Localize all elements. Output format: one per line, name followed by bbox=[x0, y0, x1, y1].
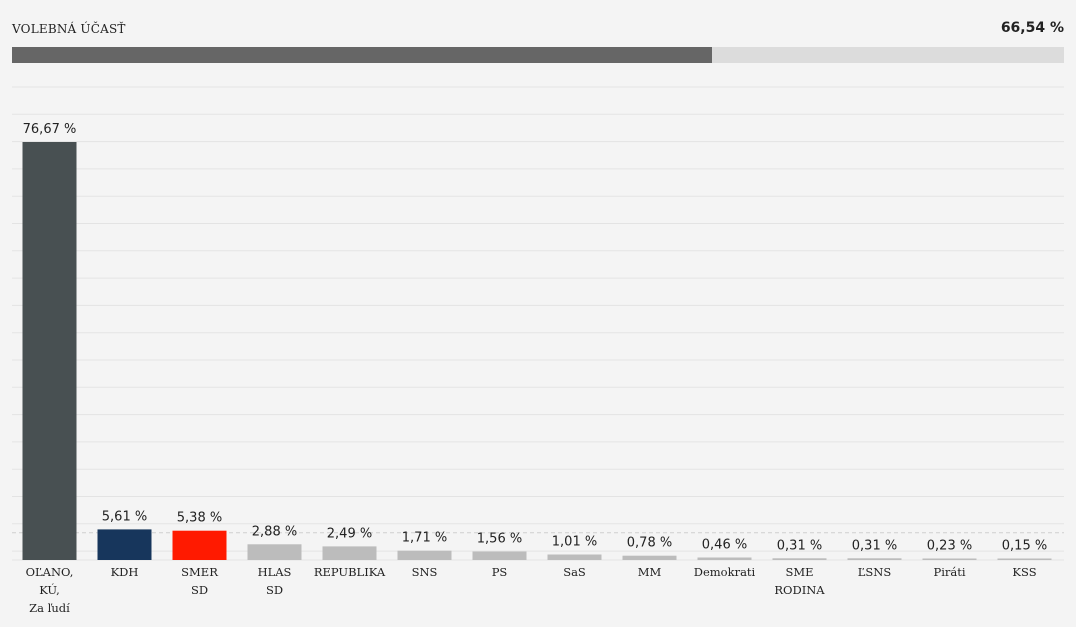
bar-value-label: 76,67 % bbox=[23, 122, 77, 137]
category-label: Demokrati bbox=[694, 565, 756, 579]
category-label: Za ľudí bbox=[29, 601, 70, 615]
category-label: HLAS bbox=[258, 565, 292, 579]
category-label: Piráti bbox=[933, 565, 965, 579]
category-label: MM bbox=[638, 565, 662, 579]
bar-value-label: 0,31 % bbox=[777, 538, 822, 553]
bar bbox=[922, 558, 977, 560]
bar bbox=[247, 544, 302, 560]
turnout-progress-fill bbox=[12, 47, 712, 63]
turnout-label: VOLEBNÁ ÚČASŤ bbox=[12, 22, 126, 36]
category-label: SNS bbox=[412, 565, 438, 579]
bar bbox=[322, 546, 377, 560]
bar-value-label: 1,01 % bbox=[552, 535, 597, 550]
category-label: SME bbox=[785, 565, 813, 579]
category-label: REPUBLIKA bbox=[314, 565, 386, 579]
bar bbox=[172, 530, 227, 560]
category-label: KDH bbox=[111, 565, 139, 579]
bar-value-label: 0,23 % bbox=[927, 539, 972, 554]
category-label: PS bbox=[492, 565, 508, 579]
bar-value-label: 0,31 % bbox=[852, 538, 897, 553]
bar-value-label: 5,38 % bbox=[177, 511, 222, 526]
category-label: RODINA bbox=[774, 583, 825, 597]
category-label: SaS bbox=[563, 565, 586, 579]
bar-value-label: 0,78 % bbox=[627, 536, 672, 551]
bar-value-label: 1,71 % bbox=[402, 531, 447, 546]
turnout-progress-bar bbox=[12, 47, 1064, 63]
bar bbox=[472, 551, 527, 560]
bar bbox=[22, 142, 77, 560]
bar-value-label: 5,61 % bbox=[102, 509, 147, 524]
bar bbox=[547, 554, 602, 560]
category-label: SMER bbox=[181, 565, 218, 579]
turnout-value: 66,54 % bbox=[1000, 20, 1064, 36]
category-label: SD bbox=[191, 583, 208, 597]
category-label: KSS bbox=[1012, 565, 1036, 579]
bar bbox=[997, 558, 1052, 560]
bar bbox=[397, 550, 452, 560]
category-label: ĽSNS bbox=[858, 565, 892, 579]
bar-value-label: 0,15 % bbox=[1002, 539, 1047, 554]
bar-value-label: 0,46 % bbox=[702, 538, 747, 553]
bar-value-label: 2,49 % bbox=[327, 526, 372, 541]
bar-value-label: 1,56 % bbox=[477, 532, 522, 547]
category-label: KÚ, bbox=[39, 583, 59, 597]
bar bbox=[622, 555, 677, 560]
bar bbox=[847, 558, 902, 560]
bar bbox=[97, 529, 152, 560]
turnout-header: VOLEBNÁ ÚČASŤ 66,54 % bbox=[12, 20, 1064, 38]
category-label: SD bbox=[266, 583, 283, 597]
bar-value-label: 2,88 % bbox=[252, 524, 297, 539]
bar bbox=[697, 557, 752, 560]
bar bbox=[772, 558, 827, 560]
category-label: OĽANO, bbox=[26, 565, 74, 579]
